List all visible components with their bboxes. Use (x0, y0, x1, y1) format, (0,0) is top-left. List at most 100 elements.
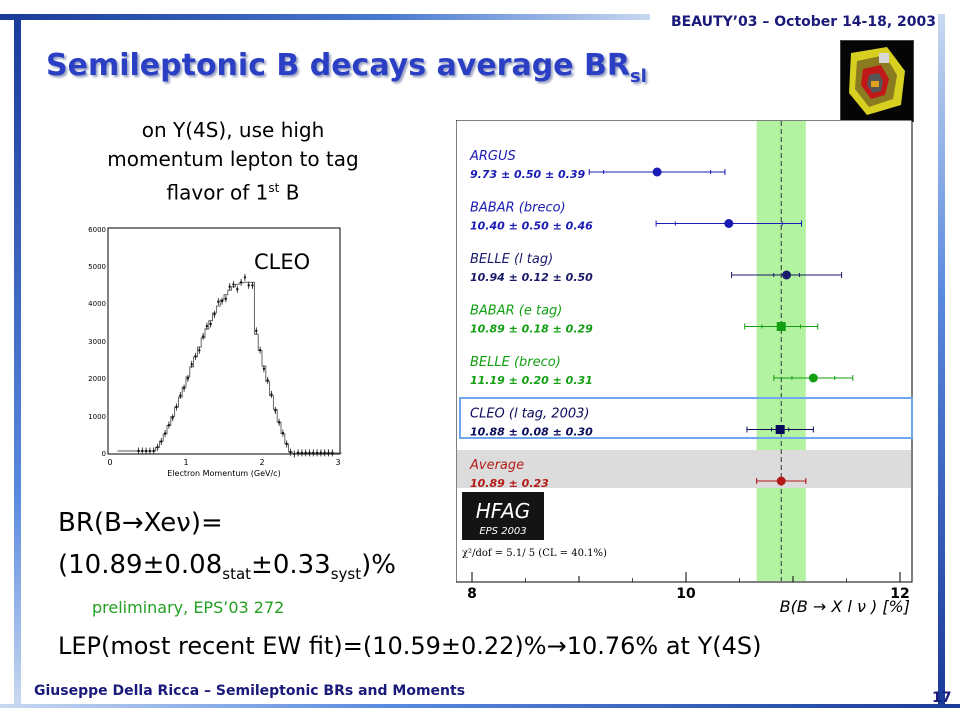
spectrum-point (171, 416, 174, 419)
intro-line-3-pre: flavor of 1 (166, 180, 269, 205)
measurement-name-babar-breco: BABAR (breco) (470, 201, 566, 216)
spectrum-point (167, 423, 171, 427)
hfag-measurement-rows: ARGUS 9.73 ± 0.50 ± 0.39 BABAR (breco) 10.4… (469, 149, 854, 490)
spectrum-xtick-2: 2 (259, 458, 264, 467)
spectrum-point (201, 335, 205, 338)
spectrum-xlabel: Electron Momentum (GeV/c) (167, 469, 280, 478)
spectrum-ytick-3000: 3000 (88, 338, 106, 346)
footer-author: Giuseppe Della Ricca – Semileptonic BRs … (34, 683, 466, 699)
detector-logo (840, 40, 914, 122)
spectrum-point (148, 449, 152, 453)
hfag-logo-text: HFAG (476, 499, 531, 523)
spectrum-point (285, 442, 288, 446)
spectrum-point (255, 329, 258, 333)
cleo-highlight-box (459, 397, 913, 439)
spectrum-point (239, 281, 243, 284)
marker-argus (652, 167, 662, 177)
detector-logo-graphic (841, 41, 913, 121)
left-accent-bar (14, 14, 21, 704)
bottom-accent-bar (0, 704, 960, 708)
spectrum-point (258, 348, 262, 352)
spectrum-ytick-1000: 1000 (88, 413, 106, 421)
spectrum-point (209, 322, 212, 326)
top-accent-bar (0, 14, 650, 20)
page-number: 17 (932, 690, 952, 706)
br-syst-label: syst (330, 565, 362, 584)
spectrum-xtick-3: 3 (335, 458, 340, 467)
spectrum-ytick-5000: 5000 (88, 263, 106, 271)
spectrum-point (327, 451, 330, 455)
intro-line-3-sup: st (268, 181, 280, 195)
spectrum-point (247, 284, 250, 287)
spectrum-point (270, 393, 273, 396)
measurement-value-average: 10.89 ± 0.23 (470, 477, 549, 490)
spectrum-point (274, 409, 277, 412)
intro-line-1: on Y(4S), use high (141, 118, 325, 142)
spectrum-point (228, 285, 231, 288)
hfag-chi2: χ²/dof = 5.1/ 5 (CL = 40.1%) (462, 548, 607, 559)
intro-line-3-post: B (279, 180, 300, 205)
spectrum-point (182, 386, 186, 390)
spectrum-point (213, 313, 216, 316)
spectrum-point (194, 355, 197, 358)
hfag-x-ticks: 8 10 12 (467, 572, 910, 602)
spectrum-point (300, 451, 304, 455)
intro-line-2: momentum lepton to tag (107, 147, 359, 171)
spectrum-point (186, 377, 190, 380)
spectrum-histogram (117, 281, 342, 455)
spectrum-point (156, 446, 159, 449)
spectrum-ytick-4000: 4000 (88, 300, 106, 308)
br-value: (10.89±0.08stat±0.33syst)% (58, 550, 396, 583)
spectrum-point (144, 449, 148, 453)
intro-text: on Y(4S), use high momentum lepton to ta… (78, 116, 388, 208)
measurement-value-babar-breco: 10.40 ± 0.50 ± 0.46 (470, 220, 593, 233)
spectrum-point (312, 451, 315, 455)
marker-belle-l-tag (782, 270, 792, 280)
spectrum-point (251, 284, 254, 287)
marker-babar-e-tag (776, 322, 786, 331)
electron-spectrum-plot: 0 1000 2000 3000 4000 5000 6000 0 1 2 3 … (88, 226, 342, 478)
measurement-value-cleo-l-tag-2003: 10.88 ± 0.08 ± 0.30 (470, 426, 593, 439)
marker-babar-breco (724, 219, 734, 228)
hfag-xtick-label-8: 8 (467, 586, 477, 602)
spectrum-point (293, 452, 296, 456)
spectrum-point (236, 288, 239, 291)
hfag-xtick-label-12: 12 (890, 586, 909, 602)
br-value-open: (10.89±0.08 (58, 550, 223, 580)
measurement-name-average: Average (469, 458, 524, 473)
spectrum-point (289, 450, 292, 454)
br-value-close: )% (361, 550, 396, 580)
spectrum-point (217, 300, 220, 303)
right-accent-bar (938, 14, 945, 704)
br-stat-label: stat (222, 565, 252, 584)
measurement-name-belle-l-tag: BELLE (l tag) (470, 252, 553, 267)
measurement-value-argus: 9.73 ± 0.50 ± 0.39 (470, 168, 586, 181)
marker-cleo-l-tag-2003 (775, 425, 785, 434)
slide-title: Semileptonic B decays average BRsl (46, 48, 647, 87)
spectrum-point (160, 440, 163, 443)
spectrum-point (141, 449, 144, 453)
spectrum-point (137, 449, 140, 453)
hfag-logo (462, 492, 544, 540)
slide-title-main: Semileptonic B decays average BR (46, 48, 630, 83)
average-row-background (457, 450, 911, 488)
hfag-average-band (756, 121, 806, 581)
spectrum-ytick-2000: 2000 (88, 375, 106, 383)
spectrum-point (266, 379, 269, 382)
marker-average (776, 476, 786, 486)
slide-title-sub: sl (629, 66, 647, 87)
spectrum-ytick-6000: 6000 (88, 226, 106, 234)
spectrum-point (331, 451, 334, 455)
spectrum-point (220, 299, 224, 303)
spectrum-point (281, 431, 285, 435)
spectrum-point (179, 394, 182, 397)
measurement-value-belle-l-tag: 10.94 ± 0.12 ± 0.50 (470, 271, 593, 284)
marker-belle-breco (808, 373, 818, 383)
measurement-name-argus: ARGUS (469, 149, 516, 164)
spectrum-ytick-0: 0 (102, 450, 106, 458)
spectrum-point (224, 297, 228, 300)
intro-line-3: flavor of 1st B (78, 174, 388, 208)
measurement-value-belle-breco: 11.19 ± 0.20 ± 0.31 (470, 374, 593, 387)
spectrum-point (152, 449, 155, 453)
spectrum-frame (107, 227, 341, 455)
